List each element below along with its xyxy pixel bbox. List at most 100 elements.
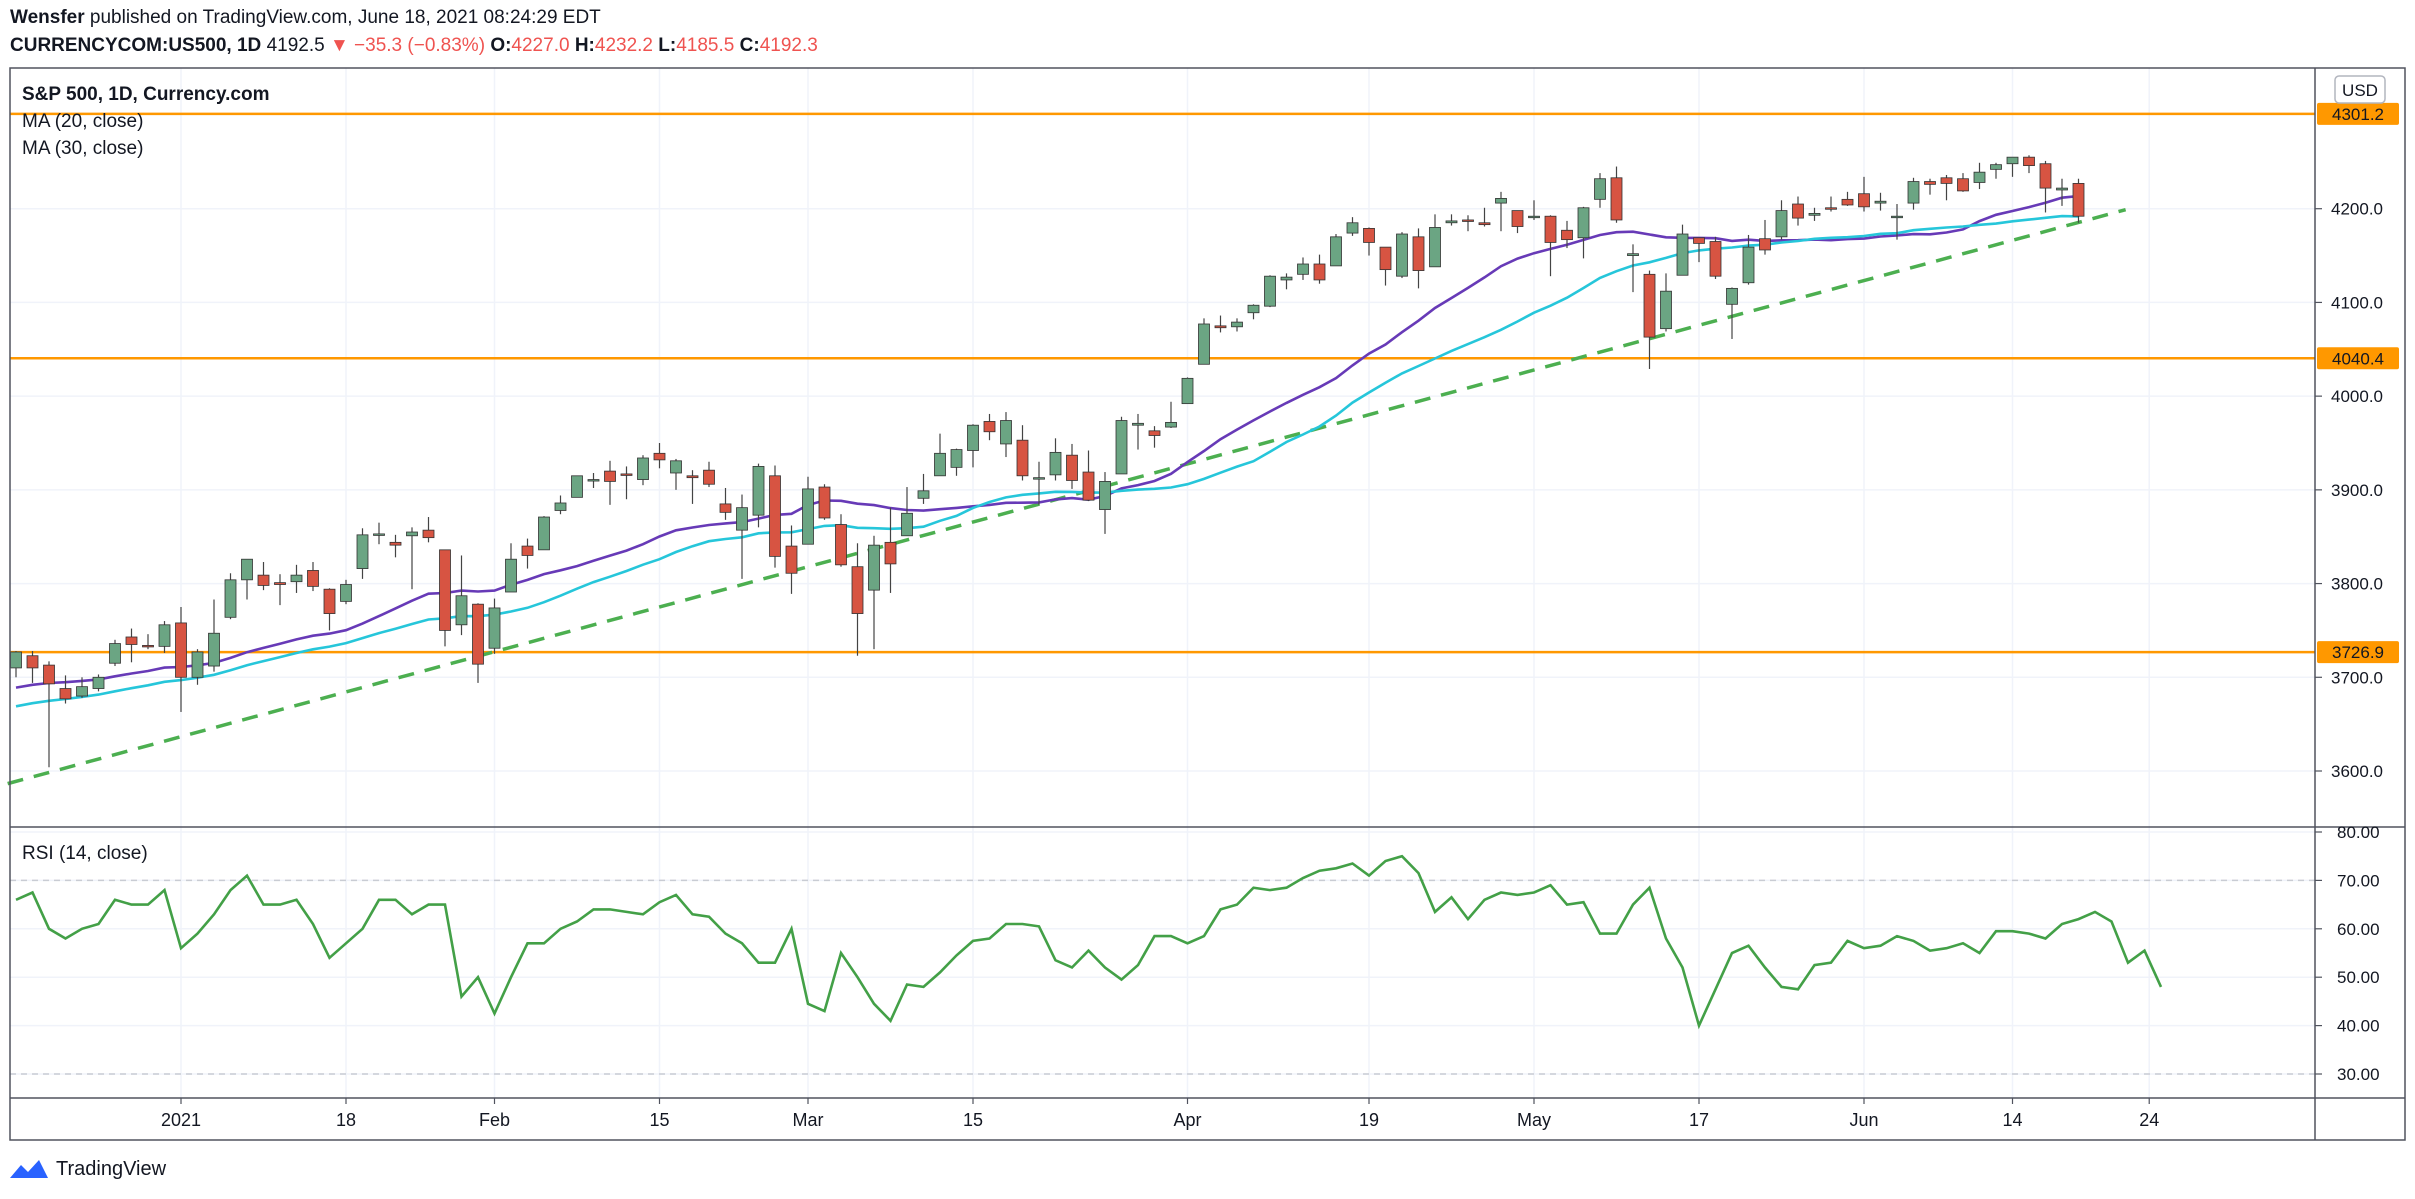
candle[interactable] bbox=[373, 522, 385, 545]
candle[interactable] bbox=[934, 433, 946, 477]
candle[interactable] bbox=[76, 677, 88, 698]
rsi-line[interactable] bbox=[15, 854, 2163, 1030]
candle[interactable] bbox=[1577, 206, 1590, 259]
horizontal-levels[interactable] bbox=[10, 112, 2315, 654]
candle[interactable] bbox=[307, 562, 319, 592]
candle[interactable] bbox=[901, 487, 913, 537]
candle[interactable] bbox=[1330, 234, 1342, 267]
candle[interactable] bbox=[1066, 443, 1078, 489]
candle[interactable] bbox=[142, 634, 154, 650]
candle[interactable] bbox=[2023, 155, 2035, 174]
candle[interactable] bbox=[1825, 196, 1837, 212]
candle[interactable] bbox=[1148, 426, 1161, 448]
candle[interactable] bbox=[736, 494, 748, 579]
candle[interactable] bbox=[224, 573, 237, 620]
candle[interactable] bbox=[703, 461, 715, 488]
candle[interactable] bbox=[10, 651, 22, 678]
candle[interactable] bbox=[2072, 178, 2085, 223]
candle[interactable] bbox=[917, 473, 930, 504]
candle[interactable] bbox=[604, 460, 616, 505]
candle[interactable] bbox=[967, 424, 979, 468]
candle[interactable] bbox=[422, 517, 435, 543]
author-name[interactable]: Wensfer bbox=[10, 7, 85, 28]
candle[interactable] bbox=[1495, 191, 1507, 232]
candle[interactable] bbox=[1759, 219, 1771, 255]
candle[interactable] bbox=[455, 555, 468, 636]
candle[interactable] bbox=[1775, 200, 1788, 240]
candle[interactable] bbox=[802, 476, 814, 545]
candles[interactable] bbox=[10, 155, 2085, 768]
candle[interactable] bbox=[1297, 257, 1309, 280]
candle[interactable] bbox=[439, 549, 451, 647]
candle[interactable] bbox=[1379, 246, 1392, 286]
price-axis[interactable]: 3600.0 3700.0 3800.0 3900.0 4000.0 4100.0 4200… bbox=[2315, 200, 2383, 1084]
candle[interactable] bbox=[175, 607, 187, 712]
candle[interactable] bbox=[2039, 160, 2052, 213]
candle[interactable] bbox=[1676, 224, 1689, 276]
candle[interactable] bbox=[637, 455, 649, 486]
candle[interactable] bbox=[686, 470, 699, 504]
candle[interactable] bbox=[1165, 401, 1177, 429]
candle[interactable] bbox=[1478, 207, 1491, 227]
candle[interactable] bbox=[1115, 416, 1128, 475]
candle[interactable] bbox=[521, 538, 534, 569]
candle[interactable] bbox=[1808, 207, 1821, 221]
candle[interactable] bbox=[1660, 273, 1672, 332]
candle[interactable] bbox=[1874, 192, 1887, 211]
legend-rsi[interactable]: RSI (14, close) bbox=[22, 843, 148, 864]
candle[interactable] bbox=[1132, 413, 1144, 450]
candle[interactable] bbox=[835, 514, 847, 567]
candle[interactable] bbox=[1594, 173, 1606, 208]
candle[interactable] bbox=[1643, 270, 1656, 369]
candle[interactable] bbox=[571, 475, 583, 498]
candle[interactable] bbox=[1907, 177, 1920, 210]
candle[interactable] bbox=[1528, 200, 1540, 220]
candle[interactable] bbox=[472, 603, 484, 683]
candle[interactable] bbox=[1247, 304, 1260, 320]
candle[interactable] bbox=[340, 579, 352, 605]
support-trendline[interactable] bbox=[0, 207, 2127, 826]
candle[interactable] bbox=[2006, 156, 2019, 177]
candle[interactable] bbox=[274, 574, 286, 606]
candle[interactable] bbox=[1033, 461, 1045, 505]
candle[interactable] bbox=[1280, 273, 1293, 290]
candle[interactable] bbox=[1973, 162, 1986, 190]
candle[interactable] bbox=[356, 528, 369, 579]
footer-brand[interactable]: TradingView bbox=[56, 1157, 167, 1180]
candle[interactable] bbox=[1363, 227, 1375, 256]
candle[interactable] bbox=[389, 534, 402, 558]
candle[interactable] bbox=[1891, 204, 1903, 240]
candle[interactable] bbox=[1627, 244, 1639, 293]
candle[interactable] bbox=[752, 463, 765, 528]
time-axis[interactable]: 2021 18 Feb 15 Mar 15 Apr 19 May 17 Jun 14 24 bbox=[161, 1098, 2159, 1130]
candle[interactable] bbox=[208, 599, 220, 672]
candle[interactable] bbox=[769, 465, 781, 568]
candle[interactable] bbox=[1858, 176, 1870, 212]
candle[interactable] bbox=[1726, 287, 1738, 339]
candle[interactable] bbox=[884, 507, 897, 593]
candle[interactable] bbox=[406, 527, 418, 590]
candle[interactable] bbox=[2056, 178, 2068, 206]
candle[interactable] bbox=[1709, 236, 1722, 279]
candle[interactable] bbox=[1429, 214, 1441, 268]
candle[interactable] bbox=[620, 466, 633, 500]
candle[interactable] bbox=[290, 564, 303, 593]
candle[interactable] bbox=[1742, 234, 1755, 285]
candle[interactable] bbox=[1940, 174, 1953, 201]
candle[interactable] bbox=[670, 458, 682, 490]
candle[interactable] bbox=[1924, 178, 1936, 195]
candle[interactable] bbox=[323, 588, 336, 631]
candle[interactable] bbox=[653, 443, 666, 469]
candle[interactable] bbox=[1544, 215, 1557, 277]
candle[interactable] bbox=[1049, 438, 1062, 481]
candle[interactable] bbox=[488, 598, 501, 654]
candle[interactable] bbox=[1396, 232, 1408, 279]
candle[interactable] bbox=[983, 413, 996, 441]
candle[interactable] bbox=[868, 535, 880, 650]
candle[interactable] bbox=[1231, 318, 1243, 332]
candle[interactable] bbox=[125, 628, 138, 663]
rsi-pane[interactable] bbox=[10, 854, 2315, 1075]
candle[interactable] bbox=[785, 525, 798, 594]
legend-ma30[interactable]: MA (30, close) bbox=[22, 138, 143, 159]
